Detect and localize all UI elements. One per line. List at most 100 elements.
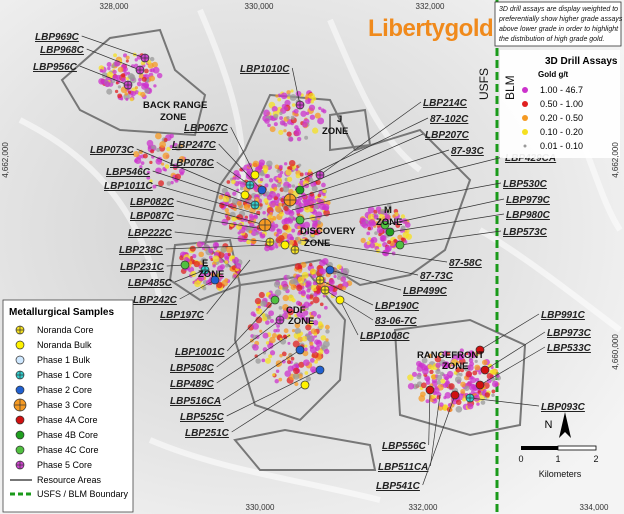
- assay-dot: [481, 359, 488, 366]
- assay-dot: [312, 274, 317, 279]
- assay-dot: [431, 394, 436, 399]
- assay-dot: [212, 255, 220, 263]
- assay-dot: [307, 199, 314, 206]
- assay-dot: [268, 178, 274, 183]
- assay-dot: [420, 382, 427, 389]
- assay-dot: [445, 379, 450, 385]
- drill-hole-label: LBP556C: [382, 441, 427, 452]
- note-line: above lower grade in order to highlight: [499, 26, 619, 33]
- assay-dot: [129, 97, 134, 102]
- assay-dot: [295, 167, 299, 172]
- assay-dot: [459, 372, 463, 377]
- leader-line: [216, 161, 251, 186]
- assay-dot: [308, 262, 313, 267]
- assay-dot: [294, 322, 301, 329]
- assay-dot: [282, 224, 289, 231]
- legend-label: 1.00 - 46.7: [540, 85, 583, 95]
- sample-marker: [15, 415, 25, 425]
- assay-dot: [400, 214, 406, 219]
- sample-marker: [15, 445, 25, 455]
- assay-dot: [368, 219, 376, 226]
- assay-dot: [468, 358, 474, 363]
- assay-dot: [431, 374, 436, 380]
- sample-marker: [257, 185, 267, 195]
- assay-dot: [290, 89, 294, 93]
- assay-dot: [451, 358, 458, 366]
- assay-dot: [313, 292, 318, 297]
- assay-dot: [456, 360, 460, 365]
- assay-dot: [312, 281, 317, 286]
- leader-line: [479, 346, 546, 386]
- assay-dot: [260, 300, 267, 307]
- assay-dot: [174, 144, 182, 152]
- assay-dot: [259, 177, 264, 182]
- assay-dot: [294, 263, 302, 271]
- assay-dot: [305, 111, 310, 116]
- drill-hole-label: LBP979C: [506, 195, 551, 206]
- assay-dot: [262, 164, 269, 171]
- assay-dot: [282, 294, 289, 302]
- assay-dot: [255, 232, 259, 236]
- assay-dot: [117, 93, 123, 99]
- sample-marker: [250, 170, 260, 180]
- sample-marker: [15, 355, 25, 365]
- assay-dot: [224, 263, 229, 268]
- assay-dot: [305, 324, 312, 331]
- leader-line: [469, 397, 540, 407]
- legend-label: USFS / BLM Boundary: [37, 489, 129, 499]
- sample-marker: [475, 380, 485, 390]
- leader-line: [174, 231, 271, 243]
- assay-dot: [144, 88, 150, 94]
- sample-marker: [295, 215, 305, 225]
- coordinate-label: 332,000: [409, 503, 438, 512]
- sample-marker: [395, 240, 405, 250]
- assay-dot: [366, 231, 371, 236]
- zone-label: ZONE: [376, 217, 402, 228]
- drill-hole-label: LBP214C: [423, 98, 468, 109]
- assay-dot: [491, 389, 496, 394]
- drill-hole-label: LBP207C: [425, 130, 470, 141]
- assay-dot: [313, 204, 319, 210]
- assay-dot: [311, 185, 318, 192]
- assay-dot: [129, 74, 136, 81]
- assay-dot: [297, 336, 304, 343]
- assay-dot: [202, 286, 207, 291]
- leader-line: [299, 182, 502, 221]
- assay-dot: [297, 333, 302, 338]
- assay-dot: [262, 332, 269, 339]
- leader-line: [174, 269, 206, 283]
- assay-dot: [265, 357, 272, 364]
- assay-dot: [434, 355, 442, 363]
- drill-hole-label: LBP093C: [541, 402, 586, 413]
- assay-dot: [427, 364, 433, 370]
- assay-dot: [416, 374, 422, 380]
- assay-dot: [303, 359, 310, 367]
- assay-dot: [282, 334, 287, 339]
- assay-dot: [309, 358, 315, 363]
- assay-dot: [267, 123, 271, 128]
- leader-line: [226, 299, 276, 352]
- coordinate-label: 4,660,000: [611, 334, 620, 370]
- drill-hole-label: LBP231C: [120, 262, 165, 273]
- assay-dot: [193, 260, 200, 268]
- legend-label: Phase 1 Core: [37, 370, 92, 380]
- assay-dot: [460, 388, 466, 394]
- legend-label: 0.10 - 0.20: [540, 127, 583, 137]
- assay-dot: [277, 173, 283, 179]
- assay-dot: [478, 371, 482, 375]
- assay-dot: [158, 180, 165, 187]
- assay-dot: [455, 367, 461, 373]
- north-label: N: [545, 419, 553, 431]
- assay-dot: [306, 335, 313, 342]
- assay-dot: [305, 376, 312, 382]
- assay-legend-title: 3D Drill Assays: [545, 56, 618, 67]
- sample-marker: [315, 365, 325, 375]
- leader-line: [294, 133, 424, 191]
- leader-line: [479, 313, 540, 351]
- leader-line: [165, 244, 271, 250]
- leader-line: [324, 289, 374, 321]
- assay-dot: [107, 66, 111, 71]
- sample-marker: [280, 240, 290, 250]
- assay-dot: [318, 349, 324, 355]
